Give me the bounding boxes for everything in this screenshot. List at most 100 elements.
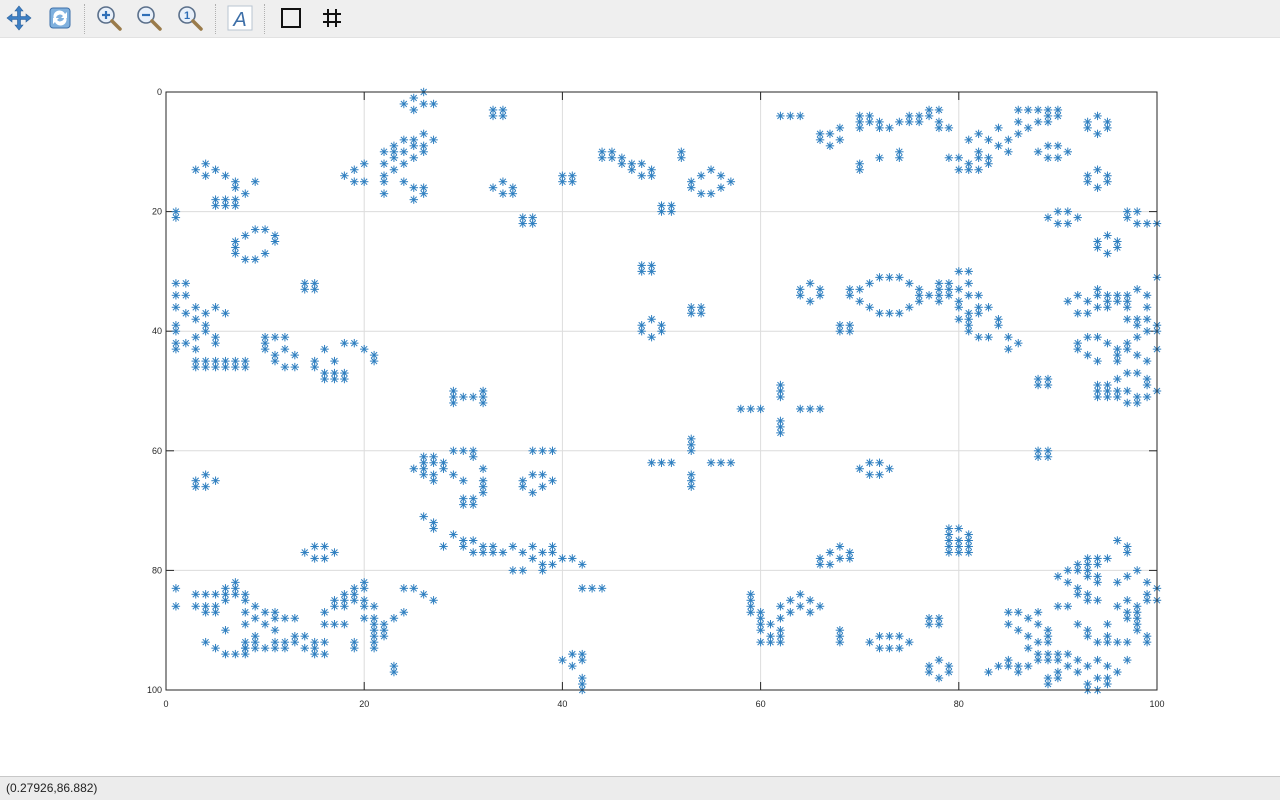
- data-point: [191, 165, 200, 174]
- grid-button[interactable]: [316, 3, 348, 33]
- data-point: [875, 123, 884, 133]
- data-point: [964, 315, 973, 324]
- data-point: [578, 584, 587, 593]
- data-point: [587, 584, 597, 593]
- data-point: [241, 620, 250, 629]
- data-point: [409, 93, 418, 103]
- axes-box-button[interactable]: [275, 3, 307, 33]
- y-tick-label: 100: [147, 685, 162, 695]
- data-point: [657, 321, 666, 330]
- data-point: [984, 667, 993, 677]
- data-point: [478, 482, 488, 491]
- data-point: [191, 303, 200, 312]
- data-point: [667, 458, 676, 467]
- data-point: [954, 267, 963, 276]
- data-point: [1093, 578, 1102, 587]
- data-point: [389, 165, 399, 174]
- data-point: [726, 458, 736, 467]
- data-point: [538, 566, 547, 575]
- data-point: [647, 267, 656, 276]
- data-point: [548, 476, 557, 485]
- data-point: [310, 542, 319, 551]
- data-point: [429, 476, 438, 485]
- y-tick-label: 0: [157, 87, 162, 97]
- data-point: [171, 584, 181, 593]
- data-point: [1083, 631, 1092, 641]
- data-point: [776, 626, 785, 635]
- data-point: [1083, 350, 1092, 360]
- zoom-reset-button[interactable]: 1: [174, 3, 206, 33]
- data-point: [241, 637, 250, 647]
- data-point: [379, 159, 389, 168]
- figure-toolbar: 1 A: [0, 0, 1280, 38]
- rotate-button[interactable]: [44, 3, 76, 33]
- data-point: [320, 608, 329, 617]
- data-point: [369, 626, 379, 635]
- data-point: [944, 123, 954, 133]
- data-point: [290, 350, 300, 360]
- data-point: [478, 488, 488, 497]
- data-point: [191, 344, 200, 354]
- data-point: [1043, 631, 1053, 641]
- data-point: [191, 332, 200, 342]
- zoom-in-button[interactable]: [93, 3, 125, 33]
- data-point: [796, 590, 805, 599]
- data-point: [905, 303, 914, 312]
- data-point: [776, 602, 785, 611]
- data-point: [340, 338, 349, 348]
- data-point: [1113, 356, 1122, 366]
- data-point: [548, 560, 557, 569]
- data-point: [954, 165, 963, 174]
- data-point: [241, 596, 250, 605]
- data-point: [924, 667, 934, 677]
- data-point: [201, 470, 210, 479]
- data-point: [647, 458, 656, 467]
- pan-button[interactable]: [3, 3, 35, 33]
- data-point: [171, 602, 181, 611]
- data-point: [1093, 655, 1102, 665]
- data-point: [1083, 566, 1092, 575]
- data-point: [459, 500, 468, 509]
- data-point: [478, 398, 488, 408]
- plot-area[interactable]: 0 20 40 60 80 100 0 20 40 60 80 100: [0, 38, 1280, 776]
- insert-text-button[interactable]: A: [224, 3, 256, 33]
- data-point: [300, 631, 309, 641]
- zoom-out-button[interactable]: [133, 3, 165, 33]
- data-point: [578, 679, 587, 689]
- data-point: [548, 446, 557, 455]
- data-point: [1023, 105, 1033, 115]
- data-point: [429, 135, 438, 145]
- data-point: [459, 476, 468, 485]
- data-point: [647, 315, 656, 324]
- data-point: [815, 291, 825, 300]
- data-point: [419, 470, 428, 479]
- data-point: [241, 231, 250, 240]
- data-point: [360, 177, 369, 186]
- data-point: [439, 464, 448, 473]
- data-point: [905, 279, 914, 288]
- data-point: [379, 189, 389, 198]
- data-point: [340, 620, 349, 629]
- data-point: [1083, 661, 1092, 671]
- data-point: [1113, 637, 1122, 647]
- data-point: [1043, 153, 1053, 162]
- data-point: [796, 404, 805, 414]
- data-point: [300, 285, 309, 294]
- data-point: [1053, 673, 1063, 683]
- data-point: [954, 315, 963, 324]
- data-point: [825, 141, 835, 151]
- data-point: [449, 470, 458, 479]
- data-point: [1063, 297, 1073, 306]
- data-point: [171, 279, 181, 288]
- data-point: [360, 344, 369, 354]
- data-point: [1103, 231, 1112, 240]
- data-point: [330, 548, 339, 557]
- data-point: [1053, 219, 1063, 228]
- data-point: [1123, 303, 1132, 312]
- data-point: [1043, 380, 1053, 390]
- y-tick-label: 40: [152, 326, 162, 336]
- data-point: [964, 135, 973, 145]
- data-point: [1014, 661, 1023, 671]
- data-point: [538, 470, 547, 479]
